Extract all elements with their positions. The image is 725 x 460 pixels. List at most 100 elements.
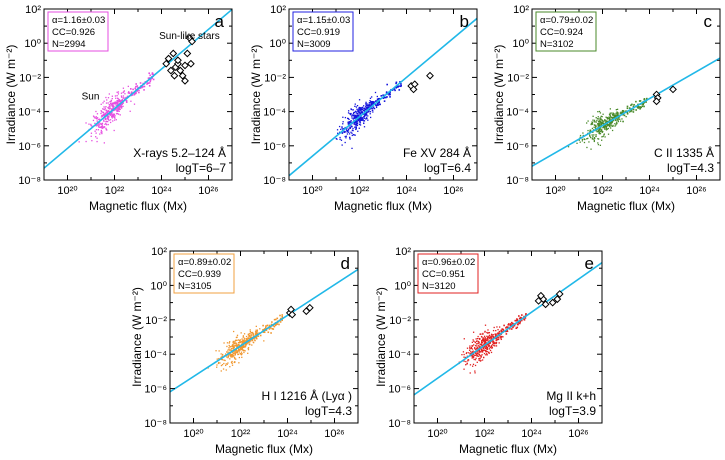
data-point — [614, 115, 616, 117]
data-point — [273, 318, 276, 321]
y-tick-label: 10⁻⁶ — [263, 141, 286, 153]
data-point — [363, 126, 366, 128]
data-point — [100, 129, 103, 132]
data-point — [354, 115, 356, 118]
data-point — [109, 101, 111, 103]
plot-area — [44, 9, 232, 169]
data-point — [622, 110, 624, 113]
data-point — [230, 347, 233, 350]
data-point — [356, 114, 359, 117]
data-point — [620, 112, 623, 115]
stats-line: CC=0.939 — [178, 269, 221, 280]
data-point — [279, 317, 282, 320]
data-point — [500, 337, 502, 339]
data-point — [474, 359, 477, 361]
data-point — [351, 129, 354, 132]
data-point — [601, 120, 603, 122]
data-point — [228, 353, 231, 355]
data-point — [474, 354, 477, 356]
data-point — [488, 331, 491, 334]
data-point — [122, 102, 124, 104]
y-tick-label: 10⁻⁴ — [506, 107, 529, 119]
data-point — [471, 348, 474, 350]
data-point — [596, 119, 598, 122]
data-point — [388, 92, 391, 94]
data-point — [362, 119, 364, 121]
data-point — [113, 105, 115, 107]
panel-b: 10²⁰ 10²² 10²⁴ 10²⁶ 10⁻⁸ 10⁻⁶ 10⁻⁴ 10⁻² 10⁰ 10² Ma… — [249, 4, 478, 213]
data-point — [99, 126, 101, 128]
data-point — [268, 328, 271, 330]
data-point — [249, 336, 251, 338]
data-point — [113, 119, 116, 121]
data-point — [347, 122, 350, 124]
y-tick-label: 10² — [270, 4, 286, 16]
data-point — [482, 351, 484, 353]
y-tick-label: 10⁻² — [264, 72, 286, 84]
data-point — [102, 111, 104, 114]
data-point — [522, 318, 525, 320]
data-point — [480, 355, 482, 358]
data-point — [111, 117, 114, 119]
data-point — [359, 112, 361, 114]
x-tick-label: 10²⁶ — [324, 428, 344, 440]
data-point — [232, 340, 235, 343]
data-point — [606, 123, 608, 125]
y-tick-label: 10⁰ — [512, 38, 529, 50]
data-point — [234, 352, 236, 354]
data-point — [608, 124, 610, 126]
data-point — [474, 370, 476, 372]
data-point — [479, 343, 481, 345]
data-point — [400, 82, 402, 85]
data-point — [252, 332, 254, 335]
data-point — [599, 127, 601, 129]
data-point — [135, 92, 137, 94]
data-point — [270, 332, 272, 334]
data-point — [632, 105, 635, 108]
data-point — [600, 123, 603, 125]
data-point — [118, 105, 121, 107]
data-point — [118, 105, 120, 107]
stats-box — [173, 253, 235, 294]
data-point — [271, 327, 274, 330]
data-point — [605, 127, 608, 130]
data-point — [590, 122, 593, 125]
data-point — [102, 114, 105, 116]
data-point — [615, 113, 617, 115]
data-point — [242, 346, 245, 349]
data-point — [494, 342, 496, 344]
data-point — [108, 107, 110, 110]
data-point — [95, 117, 98, 119]
data-point — [117, 93, 120, 95]
data-point — [103, 142, 105, 144]
data-point — [494, 333, 497, 336]
data-point — [106, 118, 108, 120]
data-point — [226, 342, 229, 344]
data-point — [597, 138, 599, 140]
data-point — [113, 113, 116, 115]
data-point — [107, 123, 109, 126]
data-point — [359, 122, 362, 124]
data-point — [567, 146, 570, 148]
data-point — [241, 348, 244, 350]
data-point — [234, 345, 236, 347]
data-point — [484, 324, 487, 326]
y-tick-label: 10⁻⁶ — [388, 384, 411, 396]
data-point — [483, 337, 485, 339]
data-point — [360, 117, 362, 119]
data-point — [232, 356, 234, 358]
data-point — [480, 359, 482, 362]
data-point — [105, 102, 108, 104]
spectral-line-label: H I 1216 Å (Lyα ) — [261, 388, 352, 403]
data-point — [127, 92, 130, 94]
data-point — [225, 364, 227, 367]
data-point — [370, 101, 372, 103]
data-point — [118, 98, 120, 101]
data-point — [346, 117, 349, 120]
y-tick-label: 10⁻⁸ — [263, 175, 286, 187]
data-point — [486, 338, 488, 340]
data-point — [614, 123, 616, 125]
data-point — [241, 356, 243, 358]
data-point — [495, 345, 498, 347]
data-point — [229, 354, 231, 356]
